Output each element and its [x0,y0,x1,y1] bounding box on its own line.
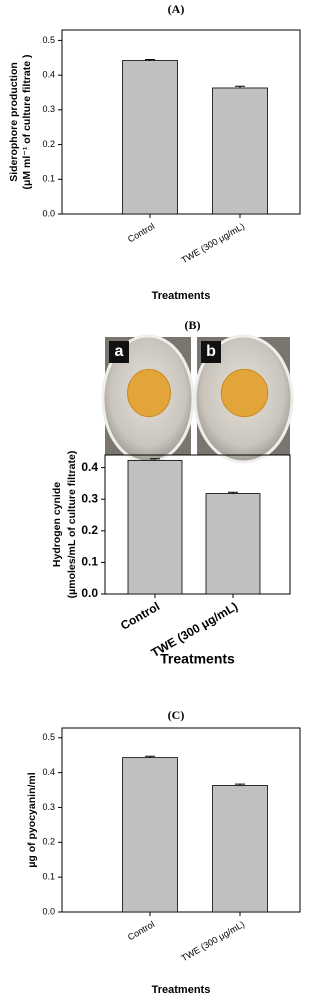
y-tick-label: 0.4 [42,767,55,777]
y-tick-label: 0.3 [42,104,55,114]
photo-label-box [109,341,129,363]
plot-frame [104,454,291,595]
error-bar [228,491,238,494]
y-axis-title: Siderophore production [8,62,20,182]
error-bar [235,783,245,786]
y-tick-label: 0.3 [42,802,55,812]
bar [122,757,178,913]
y-tick-label: 0.5 [42,732,55,742]
x-axis-title: Treatments [152,290,211,302]
y-tick-label: 0.4 [42,70,55,80]
bar [127,459,183,595]
error-bar [150,458,160,461]
x-tick-label: Control [118,599,162,632]
bacterial-colony [220,368,269,418]
y-tick-label: 0.0 [42,906,55,916]
x-tick-label: Control [126,221,156,244]
bacterial-colony [127,368,171,418]
error-bar [235,85,245,88]
photo-label: b [206,343,216,360]
y-tick-label: 0.2 [81,523,98,537]
x-axis-title: Treatments [152,984,211,996]
y-tick-label: 0.1 [42,174,55,184]
x-tick-label: TWE (300 μg/mL) [180,221,247,265]
y-tick-label: 0.3 [81,491,98,505]
plot-frame [61,727,301,913]
y-axis-title: Hydrogen cynide [51,482,63,567]
x-axis-title: Treatments [160,651,235,667]
panel-label: (C) [168,708,185,722]
y-axis-title: (µmoles/mL of culture filtrate) [66,451,78,599]
y-axis-title: (μM ml⁻¹ of culture filtrate ) [21,54,33,189]
y-tick-label: 0.0 [81,586,98,600]
plot-frame [61,29,301,215]
y-tick-label: 0.5 [42,35,55,45]
y-tick-label: 0.4 [81,460,98,474]
error-bar [145,755,155,758]
y-tick-label: 0.1 [42,872,55,882]
panel-label: (A) [168,2,185,16]
y-tick-label: 0.1 [81,555,98,569]
error-bar [145,59,155,61]
y-tick-label: 0.0 [42,208,55,218]
photo-label-box [201,341,221,363]
y-axis-title: µg of pyocyanin/ml [26,772,38,867]
photo-label: a [115,343,124,360]
x-tick-label: Control [126,919,156,942]
y-tick-label: 0.2 [42,139,55,149]
x-tick-label: TWE (300 μg/mL) [180,919,247,963]
bar [212,785,268,913]
bar [205,493,261,595]
bar [212,87,268,215]
y-tick-label: 0.2 [42,837,55,847]
panel-label: (B) [185,318,201,332]
bar [122,60,178,215]
